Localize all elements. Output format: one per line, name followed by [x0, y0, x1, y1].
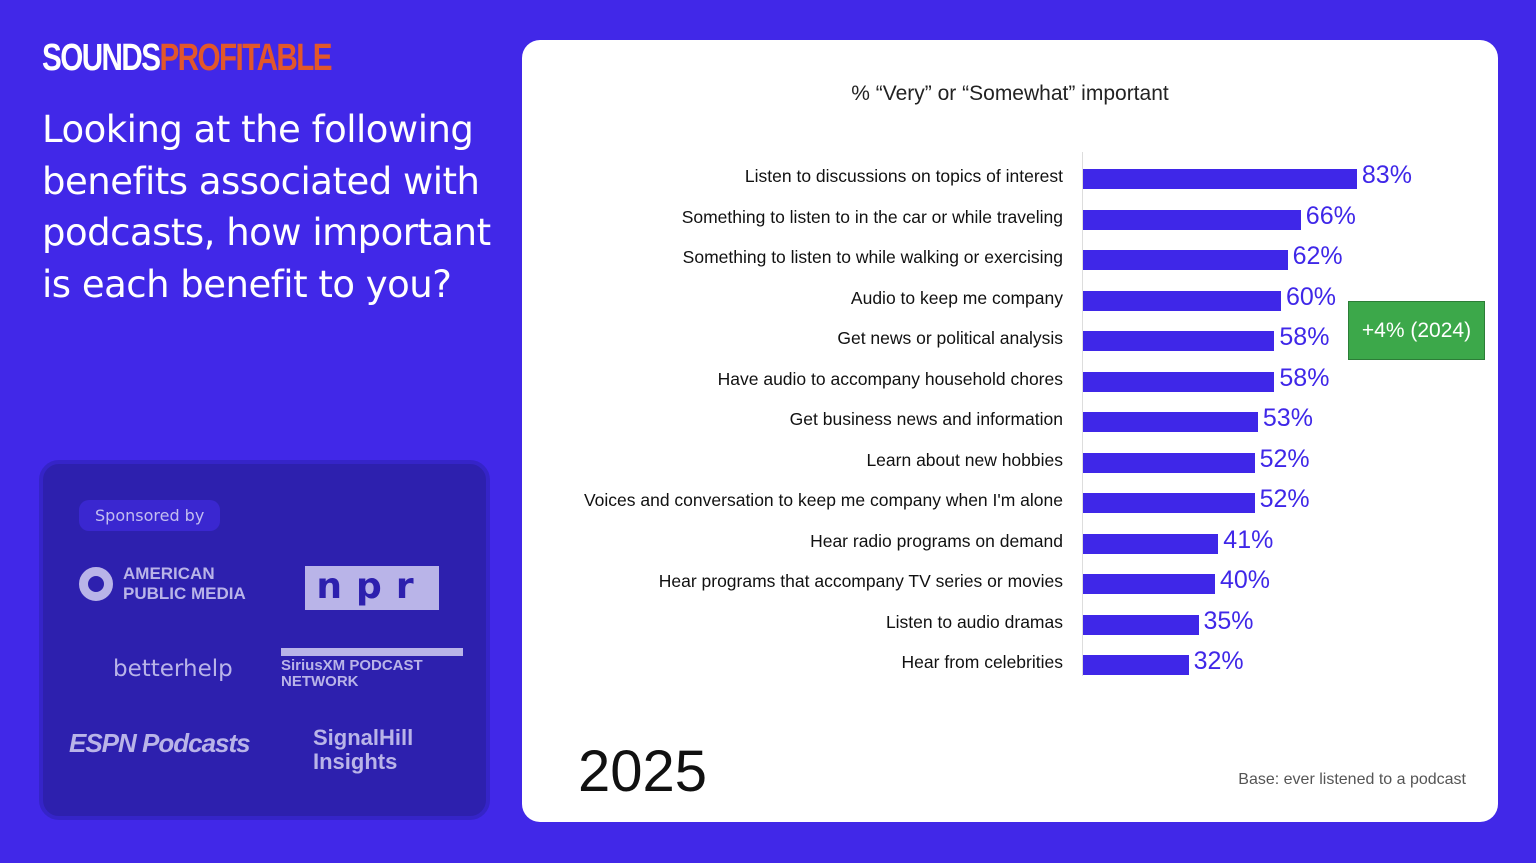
bar-row: Voices and conversation to keep me compa…	[522, 482, 1498, 522]
bar	[1083, 331, 1275, 351]
category-label: Get news or political analysis	[837, 328, 1063, 348]
category-label: Something to listen to while walking or …	[682, 247, 1063, 267]
year-label: 2025	[578, 739, 708, 804]
category-label: Hear from celebrities	[901, 652, 1063, 672]
change-annotation-badge: +4% (2024)	[1348, 301, 1485, 360]
bar-row: Listen to audio dramas 35%	[522, 604, 1498, 644]
bar	[1083, 250, 1288, 270]
category-label: Learn about new hobbies	[866, 449, 1063, 470]
value-label: 62%	[1292, 242, 1343, 270]
bar	[1083, 209, 1301, 230]
bar-row: Get business news and information 53%	[522, 401, 1498, 441]
footnote: Base: ever listened to a podcast	[1238, 771, 1466, 788]
bar	[1083, 169, 1357, 189]
bar-row: Hear radio programs on demand 41%	[522, 523, 1498, 563]
sponsored-by-label: Sponsored by	[79, 500, 221, 531]
value-label: 66%	[1305, 201, 1356, 230]
y-axis-line	[1082, 152, 1083, 676]
bar	[1083, 412, 1258, 432]
bar-row: Something to listen to in the car or whi…	[522, 199, 1498, 239]
siriusxm-logo: SiriusXM PODCAST NETWORK	[281, 648, 463, 690]
brand-logo: SOUNDSPROFITABLE	[42, 37, 333, 79]
value-label: 52%	[1259, 485, 1310, 513]
sponsor-panel: Sponsored by AMERICAN PUBLIC MEDIA npr b…	[39, 460, 490, 820]
value-label: 60%	[1286, 282, 1337, 311]
bar	[1083, 574, 1215, 594]
value-label: 58%	[1279, 323, 1330, 351]
value-label: 32%	[1193, 647, 1244, 675]
bar	[1083, 655, 1189, 675]
bar-row: Hear programs that accompany TV series o…	[522, 563, 1498, 603]
category-label: Something to listen to in the car or whi…	[681, 206, 1063, 227]
category-label: Get business news and information	[789, 409, 1063, 429]
bar-row: Get news or political analysis 58%	[522, 320, 1498, 360]
chart-title: % “Very” or “Somewhat” important	[851, 82, 1169, 105]
value-label: 53%	[1262, 404, 1313, 432]
value-label: 83%	[1361, 161, 1412, 189]
betterhelp-logo: betterhelp	[113, 656, 233, 682]
question-heading: Looking at the following benefits associ…	[42, 108, 491, 306]
bar	[1083, 290, 1281, 311]
bar	[1083, 493, 1255, 513]
value-label: 40%	[1220, 566, 1271, 594]
category-label: Have audio to accompany household chores	[717, 368, 1063, 389]
bar-row: Learn about new hobbies 52%	[522, 442, 1498, 482]
bar-row: Listen to discussions on topics of inter…	[522, 158, 1498, 198]
apm-logo: AMERICAN PUBLIC MEDIA	[79, 564, 273, 604]
bar-row: Have audio to accompany household chores…	[522, 361, 1498, 401]
value-label: 58%	[1279, 363, 1330, 392]
category-label: Hear radio programs on demand	[810, 530, 1063, 551]
bar	[1083, 533, 1219, 554]
npr-logo: npr	[305, 566, 439, 610]
category-label: Voices and conversation to keep me compa…	[583, 490, 1063, 510]
bar	[1083, 614, 1199, 635]
value-label: 41%	[1223, 525, 1274, 554]
bar	[1083, 452, 1255, 473]
category-label: Audio to keep me company	[850, 287, 1063, 308]
signalhill-logo: SignalHill Insights	[313, 725, 414, 774]
category-label: Listen to discussions on topics of inter…	[744, 166, 1063, 186]
value-label: 35%	[1203, 606, 1254, 635]
bar-row: Something to listen to while walking or …	[522, 239, 1498, 279]
bar-row: Hear from celebrities 32%	[522, 644, 1498, 684]
category-label: Listen to audio dramas	[885, 611, 1063, 632]
value-label: 52%	[1259, 444, 1310, 473]
category-label: Hear programs that accompany TV series o…	[658, 571, 1063, 591]
espn-podcasts-logo: ESPN Podcasts	[69, 728, 251, 758]
bar-row: Audio to keep me company 60%	[522, 280, 1498, 320]
chart-card: % “Very” or “Somewhat” important Listen …	[522, 40, 1498, 822]
bar	[1083, 371, 1275, 392]
